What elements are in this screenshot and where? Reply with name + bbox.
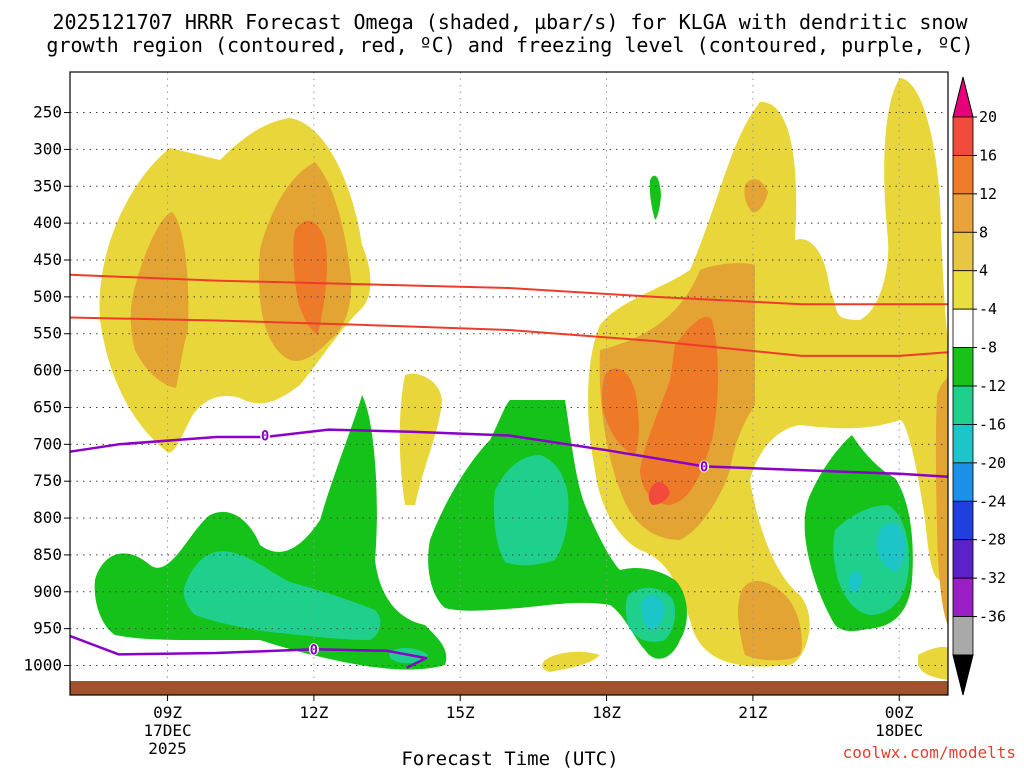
colorbar-swatch — [952, 424, 974, 464]
omega-region-teal — [493, 455, 569, 566]
dendritic-contour-line — [69, 273, 948, 306]
colorbar-swatch — [952, 500, 974, 541]
omega-region-green — [649, 175, 661, 220]
freezing-label-bg — [308, 643, 319, 656]
x-tick-label: 09Z — [153, 703, 182, 722]
omega-region-darkorange — [601, 368, 639, 455]
colorbar-swatch — [952, 462, 974, 502]
colorbar-swatch — [952, 308, 974, 348]
omega-region-red — [648, 481, 670, 505]
y-tick-label: 650 — [33, 397, 62, 416]
omega-region-cyan — [848, 570, 862, 593]
colorbar-swatch — [952, 193, 974, 233]
colorbar-swatch — [952, 385, 974, 425]
colorbar-label: -20 — [979, 454, 1006, 472]
omega-region-orange — [738, 580, 802, 661]
y-tick-label: 250 — [33, 103, 62, 122]
y-tick-label: 500 — [33, 287, 62, 306]
plot-frame — [69, 71, 949, 696]
colorbar-label: -12 — [979, 377, 1006, 395]
x-tick-label: 18Z — [592, 703, 621, 722]
omega-shading-downward — [94, 175, 913, 670]
y-tick-label: 550 — [33, 324, 62, 343]
colorbar-swatch — [952, 270, 974, 310]
colorbar-label: 8 — [979, 223, 988, 241]
y-tick-label: 300 — [33, 139, 62, 158]
omega-region-yellow — [918, 646, 948, 680]
colorbar-label: 20 — [979, 108, 997, 126]
freezing-level-line — [69, 428, 949, 479]
colorbar: 20 16 12 8 4 -4 -8 -12 -16 -20 -24 -28 -32 -36 — [952, 76, 1006, 696]
y-axis: 250 300 350 400 450 500 550 600 650 700 750 800 850 9… — [23, 103, 70, 675]
y-tick-label: 800 — [33, 508, 62, 527]
omega-region-orange — [935, 378, 948, 625]
y-tick-label: 700 — [33, 434, 62, 453]
x-tick-label: 00Z — [885, 703, 914, 722]
colorbar-label: -36 — [979, 608, 1006, 626]
colorbar-label: -8 — [979, 339, 997, 357]
colorbar-swatch — [952, 616, 974, 656]
omega-region-darkorange — [293, 220, 328, 335]
freezing-label-bg — [260, 429, 271, 442]
omega-region-orange — [744, 179, 768, 213]
omega-region-teal — [183, 551, 381, 640]
contour-lines: 0 0 0 — [69, 273, 949, 669]
y-tick-label: 600 — [33, 361, 62, 380]
omega-region-orange — [130, 212, 189, 388]
chart-title-line1: 2025121707 HRRR Forecast Omega (shaded, … — [52, 10, 968, 34]
freezing-label: 0 — [310, 642, 318, 658]
freezing-label: 0 — [261, 428, 269, 444]
plot-area: 0 0 0 — [69, 71, 949, 696]
x-axis-title: Forecast Time (UTC) — [401, 748, 618, 768]
x-tick-year: 2025 — [148, 739, 187, 758]
ground-strip — [70, 681, 948, 695]
x-tick-label: 21Z — [738, 703, 767, 722]
colorbar-label: 16 — [979, 146, 997, 164]
colorbar-label: -24 — [979, 492, 1006, 510]
x-tick-date: 17DEC — [143, 721, 191, 740]
dendritic-contour-line — [69, 316, 949, 357]
colorbar-label: 4 — [979, 262, 988, 280]
y-tick-label: 750 — [33, 471, 62, 490]
x-tick-label: 12Z — [299, 703, 328, 722]
y-tick-label: 400 — [33, 213, 62, 232]
colorbar-swatch — [952, 654, 974, 696]
colorbar-label: -4 — [979, 300, 997, 318]
colorbar-label: 12 — [979, 185, 997, 203]
colorbar-swatch — [952, 577, 974, 617]
colorbar-swatch — [952, 76, 974, 118]
omega-region-green — [94, 395, 447, 670]
colorbar-swatch — [952, 231, 974, 272]
omega-region-cyan — [877, 523, 906, 572]
x-tick-date: 18DEC — [875, 721, 923, 740]
freezing-label-bg — [699, 460, 710, 473]
y-tick-label: 850 — [33, 545, 62, 564]
colorbar-swatch — [952, 116, 974, 156]
y-tick-label: 900 — [33, 582, 62, 601]
credit-text: coolwx.com/modelts — [843, 743, 1016, 762]
x-tick-label: 15Z — [446, 703, 475, 722]
y-tick-label: 450 — [33, 250, 62, 269]
omega-shading-upward — [99, 78, 948, 680]
colorbar-label: -32 — [979, 569, 1006, 587]
colorbar-swatch — [952, 539, 974, 579]
y-tick-label: 350 — [33, 176, 62, 195]
chart-title-line2: growth region (contoured, red, ºC) and f… — [46, 33, 973, 57]
y-tick-label: 950 — [33, 619, 62, 638]
omega-region-cyan — [641, 595, 665, 630]
colorbar-swatch — [952, 155, 974, 195]
colorbar-label: -16 — [979, 415, 1006, 433]
omega-region-yellow — [542, 651, 600, 672]
y-tick-label: 1000 — [23, 656, 62, 675]
omega-region-yellow — [399, 373, 442, 505]
colorbar-swatch — [952, 347, 974, 387]
colorbar-label: -28 — [979, 531, 1006, 549]
freezing-label: 0 — [700, 459, 708, 475]
